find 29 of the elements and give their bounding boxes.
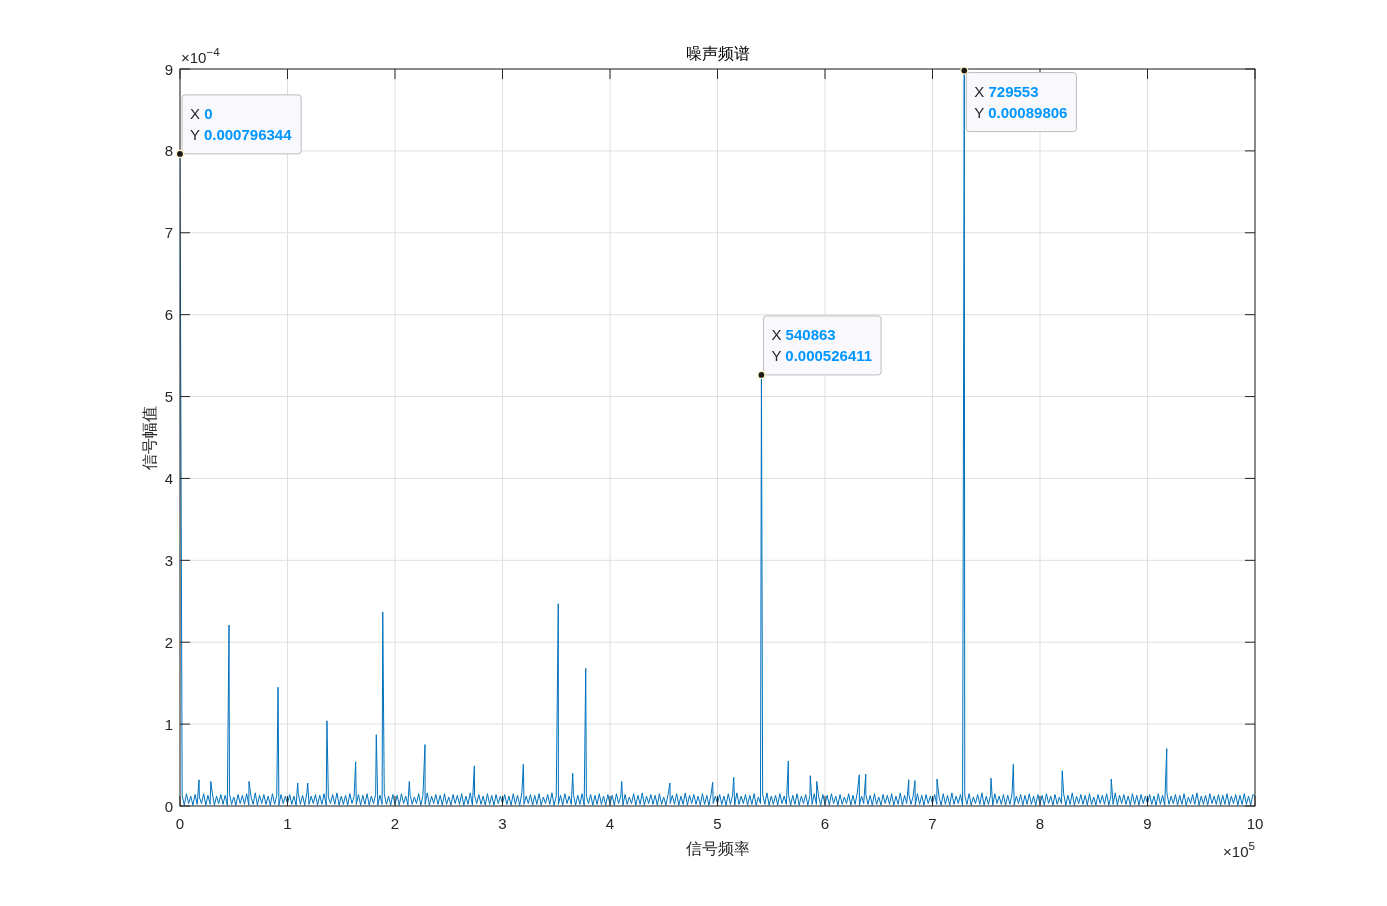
- y-tick-label: 5: [164, 388, 173, 406]
- annotation: X 729553 Y 0.00089806: [974, 82, 1068, 121]
- x-tick-label: 4: [605, 815, 615, 832]
- x-tick-label: 3: [498, 815, 507, 832]
- x-tick-label: 7: [928, 815, 937, 832]
- x-tick-label: 9: [1143, 815, 1152, 832]
- y-tick-label: 6: [164, 306, 173, 324]
- x-axis-title: 信号频率: [685, 840, 750, 857]
- x-tick-label: 6: [820, 815, 830, 832]
- x-tick-label: 10: [1246, 815, 1264, 832]
- chart-title: 噪声频谱: [685, 45, 750, 62]
- annotation: X 0 Y 0.000796344: [190, 104, 293, 143]
- y-axis-title: 信号幅值: [141, 405, 158, 470]
- y-tick-label: 4: [164, 469, 173, 487]
- text: ×10$^{5}$: [1223, 839, 1256, 860]
- y-tick-label: 2: [164, 633, 173, 651]
- annotation: X 540863 Y 0.000526411: [771, 325, 873, 364]
- x-tick-label: 0: [175, 815, 185, 832]
- x-tick-label: 5: [713, 815, 722, 832]
- y-tick-label: 9: [164, 60, 173, 78]
- x-tick-label: 8: [1035, 815, 1045, 832]
- y-tick-label: 1: [164, 715, 173, 733]
- x-tick-label: 1: [283, 815, 292, 832]
- y-tick-label: 0: [164, 797, 173, 815]
- y-tick-label: 8: [164, 142, 173, 160]
- x-tick-label: 2: [390, 815, 400, 832]
- y-tick-label: 7: [164, 224, 173, 242]
- y-tick-label: 3: [164, 551, 173, 569]
- text: ×10$^{−4}$: [181, 45, 221, 66]
